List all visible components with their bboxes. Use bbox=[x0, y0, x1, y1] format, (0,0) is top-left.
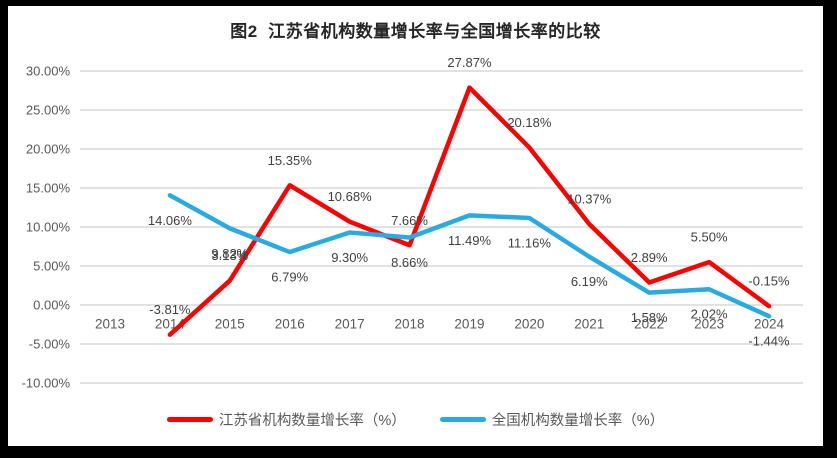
data-label-s0-2021: 10.37% bbox=[567, 192, 612, 207]
data-label-s0-2017: 10.68% bbox=[328, 189, 373, 204]
chart-frame: 图2 江苏省机构数量增长率与全国增长率的比较 30.00% 25.00% 20.00… bbox=[8, 6, 823, 446]
x-tick-label: 2018 bbox=[395, 317, 425, 332]
y-tick-label: 15.00% bbox=[26, 181, 71, 196]
data-label-s0-2015: 3.13% bbox=[211, 248, 248, 263]
data-label-s0-2024: -0.15% bbox=[748, 274, 790, 289]
y-tick-label: 5.00% bbox=[33, 259, 70, 274]
data-label-s1-2024: -1.44% bbox=[748, 334, 790, 349]
data-label-s0-2019: 27.87% bbox=[447, 55, 492, 70]
data-label-s1-2019: 11.49% bbox=[448, 233, 492, 248]
legend-label-jiangsu: 江苏省机构数量增长率（%） bbox=[218, 413, 406, 429]
data-label-s0-2020: 20.18% bbox=[507, 115, 552, 130]
data-label-s1-2022: 1.58% bbox=[631, 310, 668, 325]
x-tick-label: 2020 bbox=[514, 317, 544, 332]
y-tick-label: -5.00% bbox=[29, 337, 71, 352]
legend-item-jiangsu: 江苏省机构数量增长率（%） bbox=[166, 409, 406, 430]
data-label-s1-2017: 9.30% bbox=[331, 250, 368, 265]
chart-legend: 江苏省机构数量增长率（%） 全国机构数量增长率（%） bbox=[8, 409, 823, 430]
data-label-s0-2014: -3.81% bbox=[149, 302, 191, 317]
legend-label-national: 全国机构数量增长率（%） bbox=[491, 413, 665, 429]
data-label-s1-2015: 9.82% bbox=[211, 246, 248, 261]
x-tick-label: 2013 bbox=[95, 317, 125, 332]
data-label-s1-2014: 14.06% bbox=[148, 213, 193, 228]
data-label-s0-2022: 2.89% bbox=[631, 250, 668, 265]
data-label-s0-2016: 15.35% bbox=[268, 153, 313, 168]
data-label-s1-2020: 11.16% bbox=[508, 235, 552, 250]
x-tick-label: 2021 bbox=[574, 317, 604, 332]
y-tick-label: 30.00% bbox=[26, 64, 71, 79]
y-tick-label: 10.00% bbox=[26, 220, 71, 235]
chart-canvas: 30.00% 25.00% 20.00% 15.00% 10.00% 5.00% 0.00%… bbox=[22, 55, 803, 391]
y-tick-label: 20.00% bbox=[26, 142, 71, 157]
data-label-s1-2021: 6.19% bbox=[571, 274, 608, 289]
x-tick-label: 2022 bbox=[634, 317, 664, 332]
x-tick-label: 2017 bbox=[335, 317, 365, 332]
x-tick-label: 2023 bbox=[694, 317, 724, 332]
legend-swatch-national-line-icon bbox=[439, 417, 486, 422]
x-tick-label: 2016 bbox=[275, 317, 305, 332]
data-label-s1-2018: 8.66% bbox=[391, 255, 428, 270]
y-tick-label: 25.00% bbox=[26, 103, 71, 118]
y-tick-label: -10.00% bbox=[22, 376, 71, 391]
x-tick-label: 2024 bbox=[754, 317, 785, 332]
series-line-0 bbox=[167, 85, 772, 337]
data-label-s1-2023: 2.02% bbox=[691, 307, 728, 322]
data-label-s0-2023: 5.50% bbox=[691, 230, 728, 245]
legend-item-national: 全国机构数量增长率（%） bbox=[439, 409, 665, 430]
data-label-s1-2016: 6.79% bbox=[271, 270, 308, 285]
series-line-1 bbox=[167, 193, 772, 319]
chart-title: 图2 江苏省机构数量增长率与全国增长率的比较 bbox=[230, 22, 601, 41]
x-tick-label: 2015 bbox=[215, 317, 245, 332]
legend-swatch-jiangsu-line-icon bbox=[166, 417, 213, 422]
x-tick-label: 2019 bbox=[454, 317, 484, 332]
y-tick-label: 0.00% bbox=[33, 298, 70, 313]
data-label-s0-2018: 7.66% bbox=[391, 213, 428, 228]
